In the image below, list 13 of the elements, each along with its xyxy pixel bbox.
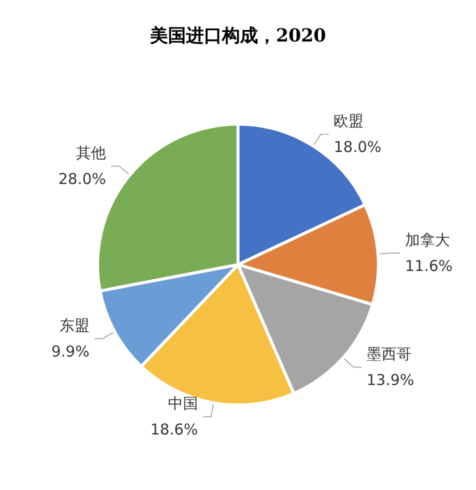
slice-label: 墨西哥 bbox=[366, 345, 412, 364]
chart-title: 美国进口构成，2020 bbox=[148, 26, 326, 46]
data-label: 13.9% bbox=[366, 371, 414, 390]
data-label: 9.9% bbox=[51, 342, 90, 361]
slice-label: 东盟 bbox=[59, 316, 90, 335]
data-label: 18.6% bbox=[150, 420, 198, 439]
slice-label: 欧盟 bbox=[334, 112, 364, 130]
slice-label: 中国 bbox=[168, 394, 198, 413]
data-label: 28.0% bbox=[58, 170, 106, 188]
data-label: 11.6% bbox=[404, 256, 453, 275]
slice-label: 加拿大 bbox=[404, 230, 450, 249]
data-label: 18.0% bbox=[334, 138, 382, 156]
slice-label: 其他 bbox=[76, 144, 106, 162]
